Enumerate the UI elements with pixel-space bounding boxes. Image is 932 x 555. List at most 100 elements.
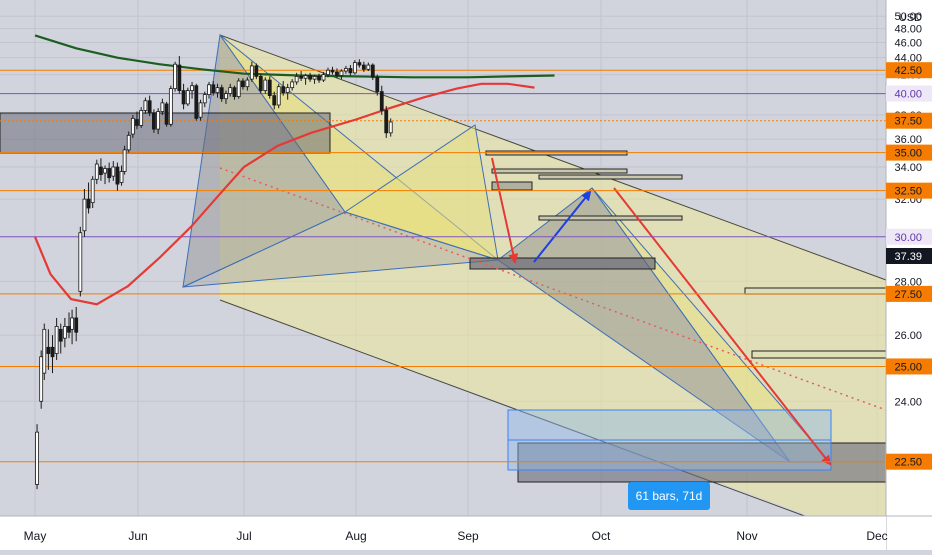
time-axis[interactable] bbox=[0, 516, 886, 550]
candle-body bbox=[384, 110, 389, 134]
level-label-box bbox=[886, 285, 932, 302]
x-tick-label: Jun bbox=[128, 529, 147, 543]
x-tick-label: Nov bbox=[736, 529, 757, 543]
zone-box-right-1[interactable] bbox=[744, 287, 887, 295]
horizontal-levels[interactable] bbox=[0, 69, 886, 463]
x-tick-label: Aug bbox=[345, 529, 366, 543]
candle-body bbox=[299, 76, 304, 79]
candle-body bbox=[370, 64, 375, 78]
candle-body bbox=[185, 90, 190, 105]
x-tick-label: May bbox=[24, 529, 47, 543]
candle-body bbox=[194, 85, 199, 119]
candle-body bbox=[122, 149, 127, 172]
candle-body bbox=[39, 356, 44, 402]
x-tick-label: Jul bbox=[236, 529, 251, 543]
candle-body bbox=[168, 88, 173, 125]
candle-body bbox=[156, 111, 161, 130]
candle-body bbox=[241, 80, 245, 88]
candle-body bbox=[366, 64, 371, 70]
level-label: 27.50 bbox=[894, 289, 922, 301]
candle-body bbox=[258, 76, 263, 91]
candle-body bbox=[78, 232, 83, 292]
candle-body bbox=[344, 68, 348, 72]
candle-body bbox=[173, 63, 178, 90]
candle-body bbox=[160, 102, 165, 112]
candle-body bbox=[139, 110, 144, 126]
candle-body bbox=[232, 87, 237, 98]
candle-body bbox=[285, 87, 290, 93]
candle-body bbox=[58, 328, 63, 342]
y-tick-label: 50.00 bbox=[894, 11, 922, 23]
candle-body bbox=[74, 317, 79, 333]
level-label: 40.00 bbox=[894, 89, 922, 101]
y-tick-label: 24.00 bbox=[894, 396, 922, 408]
measure-label: 61 bars, 71d bbox=[628, 482, 710, 510]
candle-body bbox=[276, 86, 281, 106]
candle-body bbox=[202, 94, 207, 104]
candle-body bbox=[164, 103, 169, 125]
candle-body bbox=[290, 81, 295, 89]
trend-line-dotted[interactable] bbox=[219, 167, 887, 411]
level-label: 37.50 bbox=[894, 116, 922, 128]
candle-body bbox=[303, 75, 308, 79]
zone-box-sep-2[interactable] bbox=[491, 168, 628, 174]
candle-body bbox=[70, 317, 74, 330]
candle-body bbox=[46, 346, 51, 354]
candle-body bbox=[103, 168, 107, 174]
level-label-box bbox=[886, 144, 932, 161]
zone-box-sep-3[interactable] bbox=[538, 174, 683, 180]
candle-body bbox=[348, 68, 353, 74]
candle-body bbox=[90, 178, 95, 204]
candle-body bbox=[42, 328, 47, 374]
zone-box-sep-5[interactable] bbox=[538, 215, 683, 221]
candle-body bbox=[330, 69, 335, 73]
candle-body bbox=[115, 166, 120, 185]
zone-box-right-2[interactable] bbox=[751, 350, 887, 359]
candle-body bbox=[361, 64, 366, 70]
moving-averages bbox=[33, 34, 555, 306]
candle-body bbox=[67, 326, 71, 333]
arrow-blue[interactable] bbox=[533, 190, 592, 263]
candle-body bbox=[207, 84, 211, 95]
candle-body bbox=[119, 171, 124, 183]
candle-body bbox=[219, 87, 224, 100]
last-price-badge bbox=[886, 248, 932, 264]
x-tick-labels: May Jun Jul Aug Sep Oct Nov Dec bbox=[24, 529, 888, 543]
candle-body bbox=[312, 76, 317, 80]
candle-body bbox=[281, 86, 286, 93]
candle-body bbox=[228, 87, 233, 94]
arrow-red-1[interactable] bbox=[491, 157, 519, 264]
candle-body bbox=[151, 112, 156, 130]
drawing-layer[interactable] bbox=[0, 33, 887, 519]
level-label: 32.50 bbox=[894, 186, 922, 198]
currency-label: USD bbox=[899, 12, 922, 24]
candle-body bbox=[177, 64, 182, 91]
x-tick-label: Oct bbox=[592, 529, 611, 543]
candle-body bbox=[86, 198, 91, 209]
arrow-red-2[interactable] bbox=[613, 187, 832, 466]
x-tick-label: Sep bbox=[457, 529, 479, 543]
harmonic-triangle-right-a[interactable] bbox=[343, 124, 499, 261]
y-tick-label: 44.00 bbox=[894, 53, 922, 65]
y-tick-label: 36.00 bbox=[894, 134, 922, 146]
zone-box-sep-4[interactable] bbox=[491, 181, 533, 191]
candle-body bbox=[82, 198, 87, 232]
level-label: 25.00 bbox=[894, 361, 922, 373]
candle-body bbox=[211, 84, 216, 93]
candle-body bbox=[130, 117, 135, 135]
candle-body bbox=[143, 100, 148, 111]
candle-body bbox=[198, 102, 203, 118]
level-label-box bbox=[886, 228, 932, 245]
candle-body bbox=[215, 87, 220, 93]
y-tick-label: 28.00 bbox=[894, 276, 922, 288]
candle-body bbox=[236, 80, 241, 98]
candle-body bbox=[35, 431, 39, 485]
zone-box-sep-6[interactable] bbox=[469, 257, 656, 270]
measure-label-box bbox=[628, 482, 710, 510]
y-tick-label: 46.00 bbox=[894, 37, 922, 49]
x-tick-label: Dec bbox=[866, 529, 887, 543]
measure-label-text: 61 bars, 71d bbox=[636, 489, 703, 503]
level-label: 42.50 bbox=[894, 65, 922, 77]
